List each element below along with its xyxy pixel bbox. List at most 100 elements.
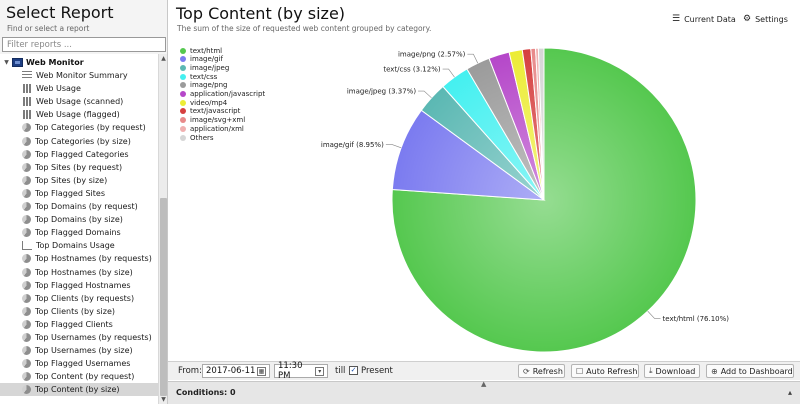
sidebar-report-item[interactable]: Top Categories (by request) bbox=[0, 121, 158, 134]
sidebar-report-item[interactable]: Top Content (by request) bbox=[0, 370, 158, 383]
scroll-up-icon[interactable]: ▲ bbox=[161, 55, 166, 62]
legend-swatch bbox=[180, 91, 186, 97]
slice-label: text/html (76.10%) bbox=[663, 315, 730, 323]
sidebar-item-label: Top Flagged Domains bbox=[35, 228, 121, 238]
sidebar-report-item[interactable]: Top Categories (by size) bbox=[0, 135, 158, 148]
line-chart-icon bbox=[22, 241, 32, 251]
sidebar-scrollbar[interactable]: ▲ ▼ bbox=[158, 54, 167, 404]
plus-icon: ⊕ bbox=[711, 366, 718, 376]
sidebar-item-label: Top Usernames (by requests) bbox=[35, 333, 152, 342]
auto-refresh-button[interactable]: ☐ Auto Refresh bbox=[571, 364, 639, 378]
pie-chart-icon bbox=[22, 215, 31, 225]
legend-entry[interactable]: text/css bbox=[180, 72, 290, 81]
bar-chart-icon bbox=[22, 97, 32, 107]
legend-swatch bbox=[180, 82, 186, 89]
add-to-dashboard-button[interactable]: ⊕ Add to Dashboard bbox=[706, 364, 794, 378]
download-button[interactable]: ⤓ Download bbox=[644, 364, 700, 378]
sidebar-item-label: Top Sites (by size) bbox=[35, 175, 108, 185]
sidebar-item-label: Top Categories (by request) bbox=[35, 123, 146, 133]
sidebar-report-item[interactable]: Web Usage (scanned) bbox=[0, 95, 158, 108]
sidebar-report-item[interactable]: Top Flagged Clients bbox=[0, 318, 158, 331]
chevron-down-icon[interactable]: ▾ bbox=[315, 366, 324, 376]
legend-entry[interactable]: text/html bbox=[180, 46, 290, 55]
legend-entry[interactable]: application/xml bbox=[180, 124, 290, 133]
sidebar-report-item[interactable]: Web Usage (flagged) bbox=[0, 108, 158, 121]
sidebar-report-item[interactable]: Top Flagged Categories bbox=[0, 148, 158, 161]
sidebar-report-item[interactable]: Top Flagged Usernames bbox=[0, 357, 158, 370]
current-data-label: Current Data bbox=[684, 14, 736, 24]
sidebar-report-item[interactable]: Web Usage bbox=[0, 82, 158, 95]
chevron-up-icon[interactable]: ▴ bbox=[787, 388, 792, 397]
sidebar-report-item[interactable]: Top Flagged Domains bbox=[0, 226, 158, 239]
sidebar-report-item[interactable]: Top Usernames (by requests) bbox=[0, 331, 158, 344]
start-date-value: 2017-06-11 bbox=[206, 366, 256, 376]
legend-label: Others bbox=[190, 133, 214, 142]
legend-swatch bbox=[180, 134, 186, 141]
scroll-down-icon[interactable]: ▼ bbox=[161, 396, 166, 403]
filter-reports-input[interactable] bbox=[2, 37, 166, 52]
sidebar-item-label: Top Flagged Categories bbox=[35, 149, 129, 159]
sidebar-report-item[interactable]: Web Monitor Summary bbox=[0, 69, 158, 82]
list-icon bbox=[22, 71, 32, 80]
sidebar-report-item[interactable]: Top Hostnames (by size) bbox=[0, 266, 158, 279]
web-monitor-icon bbox=[12, 58, 23, 67]
pie-chart-icon bbox=[22, 306, 31, 316]
collapse-icon[interactable]: ▼ bbox=[4, 59, 9, 66]
start-date-field[interactable]: 2017-06-11 ▦ bbox=[202, 364, 270, 378]
legend-entry[interactable]: text/javascript bbox=[180, 107, 290, 116]
sidebar-item-label: Web Usage bbox=[36, 84, 81, 94]
legend-swatch bbox=[180, 125, 186, 132]
scrollbar-thumb[interactable] bbox=[160, 198, 167, 396]
sidebar-report-item[interactable]: Top Clients (by size) bbox=[0, 305, 158, 318]
sidebar-report-item[interactable]: Top Domains (by request) bbox=[0, 200, 158, 213]
category-web-monitor[interactable]: ▼ Web Monitor bbox=[0, 56, 84, 69]
report-description: The sum of the size of requested web con… bbox=[177, 24, 432, 33]
category-label: Web Monitor bbox=[26, 58, 84, 67]
legend-entry[interactable]: image/png bbox=[180, 81, 290, 90]
label-connector bbox=[442, 68, 455, 78]
sidebar-report-item[interactable]: Top Clients (by requests) bbox=[0, 292, 158, 305]
pie-chart-icon bbox=[22, 280, 31, 290]
sidebar-item-label: Top Content (by request) bbox=[35, 372, 135, 382]
legend-swatch bbox=[180, 56, 186, 63]
calendar-icon[interactable]: ▦ bbox=[257, 366, 266, 376]
report-tree: ▼ Web Monitor Web Monitor Summary Web Usa… bbox=[0, 54, 158, 404]
sidebar-report-item[interactable]: Top Usernames (by size) bbox=[0, 344, 158, 357]
refresh-button[interactable]: ⟳ Refresh bbox=[518, 364, 565, 378]
download-label: Download bbox=[655, 366, 696, 376]
pie-chart-icon bbox=[22, 175, 31, 185]
bar-chart-icon bbox=[22, 84, 32, 94]
legend-swatch bbox=[180, 117, 186, 124]
sidebar-item-label: Top Hostnames (by size) bbox=[35, 267, 133, 277]
pie-chart: text/html (76.10%) image/gif (8.95%) image… bbox=[321, 47, 730, 353]
legend-label: image/jpeg bbox=[190, 63, 230, 72]
pie-chart-icon bbox=[22, 319, 31, 329]
current-data-button[interactable]: ☰ Current Data bbox=[672, 14, 736, 24]
legend-entry[interactable]: image/jpeg bbox=[180, 63, 290, 72]
sidebar-report-item[interactable]: Top Sites (by request) bbox=[0, 161, 158, 174]
present-label: Present bbox=[361, 366, 393, 376]
legend-entry[interactable]: Others bbox=[180, 133, 290, 142]
sidebar-report-item[interactable]: Top Flagged Hostnames bbox=[0, 279, 158, 292]
settings-button[interactable]: ⚙ Settings bbox=[743, 14, 788, 24]
report-title: Top Content (by size) bbox=[176, 4, 346, 23]
sidebar-report-item[interactable]: Top Domains Usage bbox=[0, 239, 158, 252]
legend-entry[interactable]: image/svg+xml bbox=[180, 116, 290, 125]
legend-entry[interactable]: application/javascript bbox=[180, 90, 290, 99]
legend-entry[interactable]: image/gif bbox=[180, 55, 290, 64]
legend-entry[interactable]: video/mp4 bbox=[180, 98, 290, 107]
legend-swatch bbox=[180, 47, 186, 54]
bar-chart-icon bbox=[22, 110, 32, 120]
start-time-select[interactable]: 11:30 PM ▾ bbox=[274, 361, 328, 381]
sidebar-report-item[interactable]: Top Domains (by size) bbox=[0, 213, 158, 226]
sidebar-report-item[interactable]: Top Sites (by size) bbox=[0, 174, 158, 187]
sidebar-report-item[interactable]: Top Flagged Sites bbox=[0, 187, 158, 200]
sidebar-item-label: Web Usage (flagged) bbox=[36, 110, 120, 120]
pie-chart-icon bbox=[22, 149, 31, 159]
legend-label: text/css bbox=[190, 72, 218, 81]
present-checkbox[interactable]: ✓ bbox=[349, 366, 358, 375]
chevron-up-icon[interactable]: ▲ bbox=[481, 380, 487, 388]
sidebar-report-item[interactable]: Top Content (by size) bbox=[0, 383, 158, 397]
sidebar-report-item[interactable]: Top Hostnames (by requests) bbox=[0, 252, 158, 265]
conditions-panel[interactable]: ▲ Conditions: 0 ▴ bbox=[168, 380, 800, 404]
